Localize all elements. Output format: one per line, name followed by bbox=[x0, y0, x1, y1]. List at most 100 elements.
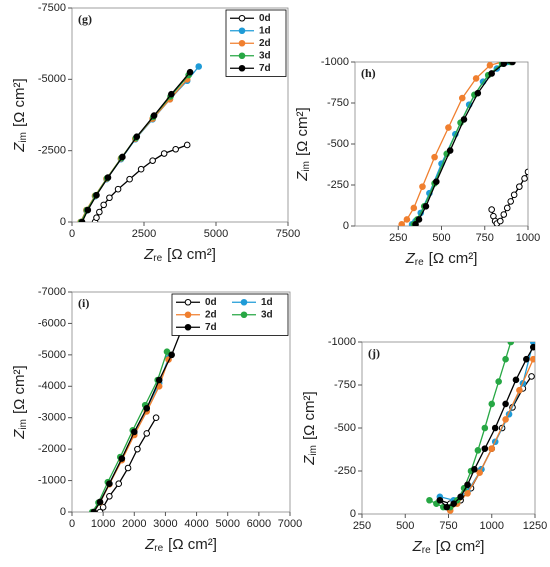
data-point bbox=[90, 508, 98, 512]
data-point bbox=[106, 194, 113, 202]
x-label-main: Z bbox=[144, 536, 155, 553]
x-label-unit: [Ω cm²] bbox=[168, 536, 217, 553]
data-point bbox=[486, 62, 494, 69]
data-point bbox=[510, 191, 518, 199]
data-point bbox=[143, 404, 151, 412]
data-point bbox=[488, 70, 495, 77]
x-tick-label: 5000 bbox=[215, 518, 239, 530]
y-tick-label: -1000 bbox=[321, 56, 349, 68]
data-point bbox=[503, 204, 511, 212]
data-point bbox=[114, 185, 122, 193]
x-tick-label: 750 bbox=[439, 520, 457, 532]
data-point bbox=[500, 211, 508, 218]
series-line bbox=[80, 66, 200, 222]
legend-label: 7d bbox=[259, 63, 271, 74]
data-point bbox=[433, 178, 440, 186]
x-tick-label: 750 bbox=[476, 232, 494, 244]
legend-marker bbox=[238, 39, 246, 47]
plot-area bbox=[77, 63, 203, 222]
data-point bbox=[488, 206, 495, 213]
data-point bbox=[509, 62, 516, 66]
y-tick-label: -5000 bbox=[38, 73, 66, 85]
x-tick-label: 6000 bbox=[247, 518, 271, 530]
y-tick-label: 0 bbox=[60, 506, 66, 518]
data-point bbox=[163, 348, 171, 356]
y-tick-label: 0 bbox=[350, 508, 356, 520]
y-tick-label: -6000 bbox=[38, 317, 66, 329]
y-tick-label: -250 bbox=[327, 179, 349, 191]
data-point bbox=[457, 493, 464, 501]
legend-label: 1d bbox=[261, 297, 273, 308]
y-tick-label: -2500 bbox=[38, 145, 66, 157]
data-point bbox=[516, 386, 523, 394]
data-point bbox=[412, 221, 419, 226]
x-tick-label: 0 bbox=[69, 518, 75, 530]
data-point bbox=[143, 430, 151, 437]
data-point bbox=[500, 62, 508, 67]
y-axis-label: Zim [Ω cm²] bbox=[11, 78, 29, 152]
data-point bbox=[398, 221, 406, 226]
y-tick-label: -3000 bbox=[38, 412, 66, 424]
y-label-sub: im bbox=[18, 419, 29, 430]
data-point bbox=[476, 469, 483, 477]
y-tick-label: -2000 bbox=[38, 443, 66, 455]
x-tick-label: 7000 bbox=[278, 518, 302, 530]
legend-label: 2d bbox=[205, 309, 217, 320]
x-tick-label: 3000 bbox=[153, 518, 177, 530]
data-point bbox=[149, 157, 156, 164]
data-point bbox=[426, 496, 433, 504]
data-point bbox=[474, 89, 482, 97]
data-point bbox=[471, 465, 478, 473]
panel-label: (h) bbox=[361, 66, 376, 80]
y-tick-label: -750 bbox=[334, 379, 356, 391]
y-label-sub: im bbox=[308, 445, 319, 456]
data-point bbox=[118, 455, 126, 462]
x-tick-label: 500 bbox=[432, 232, 450, 244]
data-point bbox=[523, 355, 530, 363]
x-tick-label: 2000 bbox=[122, 518, 146, 530]
y-tick-label: -500 bbox=[334, 422, 356, 434]
plot-frame bbox=[71, 7, 289, 223]
panel-label: (i) bbox=[78, 296, 89, 310]
panel-label: (g) bbox=[78, 12, 92, 26]
data-point bbox=[96, 498, 104, 506]
series-line bbox=[413, 62, 511, 225]
data-point bbox=[104, 174, 112, 181]
legend-marker bbox=[184, 323, 192, 331]
plot-area bbox=[88, 327, 185, 512]
data-point bbox=[488, 445, 496, 452]
y-axis-label: Zim [Ω cm²] bbox=[294, 107, 312, 181]
data-point bbox=[502, 355, 509, 363]
data-point bbox=[507, 342, 515, 346]
y-tick-label: -750 bbox=[327, 97, 349, 109]
data-point bbox=[472, 75, 480, 82]
data-point bbox=[512, 376, 520, 384]
plot-area bbox=[426, 342, 535, 514]
y-tick-label: -1000 bbox=[38, 474, 66, 486]
data-point bbox=[507, 198, 515, 205]
x-label-unit: [Ω cm²] bbox=[429, 250, 478, 267]
y-label-main: Z bbox=[301, 455, 318, 466]
x-tick-label: 250 bbox=[389, 232, 407, 244]
y-label-unit: [Ω cm²] bbox=[301, 391, 318, 440]
x-tick-label: 0 bbox=[69, 228, 75, 240]
y-tick-label: -7500 bbox=[38, 2, 66, 14]
data-point bbox=[481, 445, 489, 452]
data-point bbox=[446, 147, 454, 154]
y-axis-label: Zim [Ω cm²] bbox=[11, 365, 29, 439]
data-point bbox=[100, 201, 107, 209]
data-point bbox=[403, 216, 411, 223]
y-tick-label: -7000 bbox=[38, 286, 66, 298]
y-label-main: Z bbox=[11, 429, 28, 440]
series-line bbox=[401, 62, 503, 225]
data-point bbox=[419, 183, 426, 190]
panel-label: (j) bbox=[368, 346, 380, 360]
x-tick-label: 500 bbox=[396, 520, 414, 532]
legend-label: 0d bbox=[259, 13, 271, 24]
x-label-main: Z bbox=[143, 246, 154, 263]
data-point bbox=[415, 216, 423, 223]
data-point bbox=[460, 116, 468, 123]
data-point bbox=[99, 503, 107, 511]
data-point bbox=[130, 428, 138, 436]
legend-label: 3d bbox=[261, 309, 273, 320]
